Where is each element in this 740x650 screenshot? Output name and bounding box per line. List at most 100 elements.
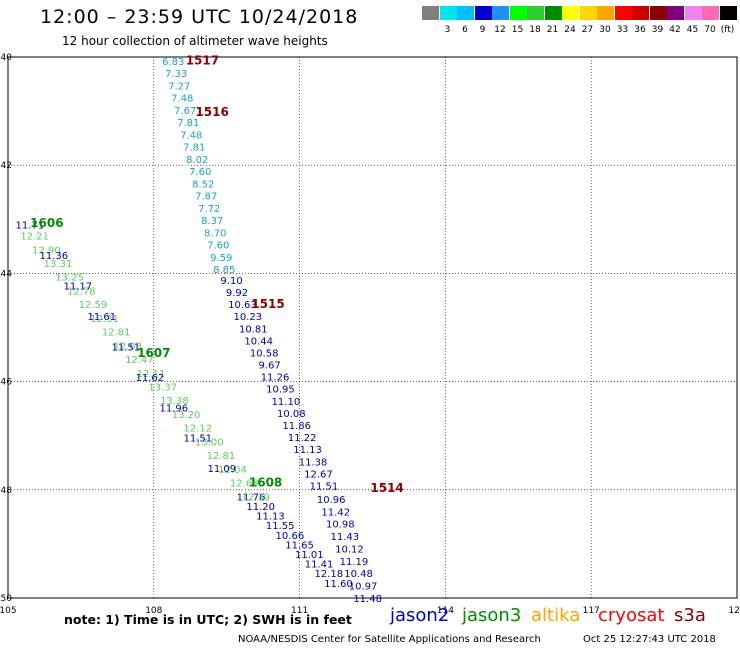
wave-height-value: 10.63 <box>228 300 257 311</box>
wave-height-value: 7.72 <box>198 204 220 215</box>
wave-height-value: 11.51 <box>184 434 213 445</box>
wave-height-value: 7.48 <box>171 94 193 105</box>
lon-tick-label: 114 <box>437 606 454 616</box>
wave-height-value: 11.36 <box>40 251 69 262</box>
pass-number-label: 1608 <box>249 476 282 490</box>
wave-height-value: 12.12 <box>183 424 212 435</box>
lat-tick-label: 42 <box>1 161 12 171</box>
lat-tick-label: 44 <box>1 269 13 279</box>
credit-line: NOAA/NESDIS Center for Satellite Applica… <box>238 634 541 645</box>
scale-label: 3 <box>444 25 451 35</box>
generated-timestamp: Oct 25 12:27:43 UTC 2018 <box>583 634 716 645</box>
scale-swatch <box>614 6 632 20</box>
wave-height-value: 13.20 <box>172 410 201 421</box>
wave-height-value: 12.78 <box>67 286 96 297</box>
legend-cryosat: cryosat <box>598 605 665 626</box>
scale-swatch <box>684 6 702 20</box>
scale-swatch <box>474 6 492 20</box>
wave-height-value: 11.42 <box>321 507 350 518</box>
wave-height-value: 10.96 <box>317 495 346 506</box>
scale-label: 12 <box>494 25 506 35</box>
wave-height-value: 12.81 <box>207 451 236 462</box>
wave-height-value: 10.97 <box>349 582 378 593</box>
wave-height-value: 11.22 <box>288 433 317 444</box>
wave-height-value: 12.39 <box>242 492 271 503</box>
wave-height-value: 12.81 <box>102 328 131 339</box>
wave-height-value: 8.70 <box>204 228 226 239</box>
wave-height-value: 10.48 <box>344 569 373 580</box>
scale-label: 42 <box>669 25 681 35</box>
wave-height-value: 11.76 <box>237 492 266 503</box>
wave-height-value: 11.17 <box>64 282 93 293</box>
scale-swatch <box>509 6 527 20</box>
wave-height-value: 13.38 <box>160 396 189 407</box>
scale-label: 36 <box>634 25 646 35</box>
wave-height-value: 11.10 <box>272 397 301 408</box>
wave-height-value: 11.09 <box>208 464 237 475</box>
scale-label: 6 <box>462 25 468 35</box>
wave-height-value: 11.55 <box>266 521 295 532</box>
wave-height-value: 10.23 <box>234 312 263 323</box>
lat-tick-label: 50 <box>1 594 13 604</box>
lat-tick-label: 48 <box>1 486 13 496</box>
pass-number-label: 1516 <box>195 105 228 119</box>
wave-height-value: 8.52 <box>192 179 214 190</box>
scale-swatch <box>649 6 667 20</box>
wave-height-value: 10.66 <box>276 531 305 542</box>
wave-height-value: 11.19 <box>340 557 369 568</box>
wave-height-value: 10.81 <box>239 324 268 335</box>
scale-swatch <box>422 6 439 20</box>
wave-height-value: 11.48 <box>353 594 382 605</box>
wave-height-value: 13.00 <box>195 437 224 448</box>
wave-height-value: 12.63 <box>114 341 143 352</box>
wave-height-value: 12.18 <box>314 569 343 580</box>
wave-height-value: 9.10 <box>220 276 242 287</box>
pass-number-label: 1606 <box>30 216 63 230</box>
scale-swatch <box>439 6 457 20</box>
wave-height-value: 11.20 <box>246 502 275 513</box>
scale-swatch <box>492 6 509 20</box>
wave-height-value: 12.59 <box>79 300 108 311</box>
wave-height-value: 11.65 <box>285 540 314 551</box>
wave-height-value: 8.02 <box>186 155 208 166</box>
wave-height-value: 9.67 <box>258 361 280 372</box>
wave-height-value: 7.81 <box>183 143 205 154</box>
wave-height-value: 12.47 <box>125 355 154 366</box>
wave-height-value: 8.85 <box>213 265 235 276</box>
wave-height-value: 11.60 <box>324 579 353 590</box>
page-subtitle: 12 hour collection of altimeter wave hei… <box>62 34 328 48</box>
wave-height-value: 11.51 <box>310 481 339 492</box>
scale-label: 33 <box>616 25 629 35</box>
wave-height-value: 10.98 <box>326 520 355 531</box>
scale-swatch <box>562 6 579 20</box>
legend-jason3: jason3 <box>462 605 522 626</box>
scale-label: (ft) <box>720 25 735 35</box>
wave-height-value: 6.83 <box>162 57 184 68</box>
wave-height-value: 12.21 <box>20 232 49 243</box>
wave-height-value: 8.37 <box>201 216 223 227</box>
wave-height-value: 10.95 <box>266 385 295 396</box>
scale-label: 18 <box>529 25 541 35</box>
wave-height-value: 12.67 <box>304 469 333 480</box>
scale-label: 21 <box>546 25 559 35</box>
lat-tick-label: 46 <box>1 378 13 388</box>
wave-height-value: 7.33 <box>165 69 187 80</box>
wave-height-value: 11.38 <box>299 457 328 468</box>
wave-height-value: 11.86 <box>282 421 311 432</box>
wave-height-value: 12.68 <box>230 479 259 490</box>
scale-swatch <box>527 6 544 20</box>
wave-height-value: 10.44 <box>244 336 273 347</box>
wave-height-value: 12.11 <box>137 369 166 380</box>
lon-tick-label: 111 <box>291 606 308 616</box>
scale-swatch <box>597 6 614 20</box>
wave-height-value: 7.81 <box>177 118 199 129</box>
wave-height-value: 11.51 <box>112 342 141 353</box>
scale-label: 30 <box>599 25 611 35</box>
wave-height-value: 9.59 <box>210 253 232 264</box>
scale-swatch <box>667 6 684 20</box>
wave-height-value: 13.31 <box>44 259 73 270</box>
scale-swatch <box>457 6 474 20</box>
wave-height-value: 11.61 <box>88 312 117 323</box>
lat-tick-label: 40 <box>1 53 13 63</box>
